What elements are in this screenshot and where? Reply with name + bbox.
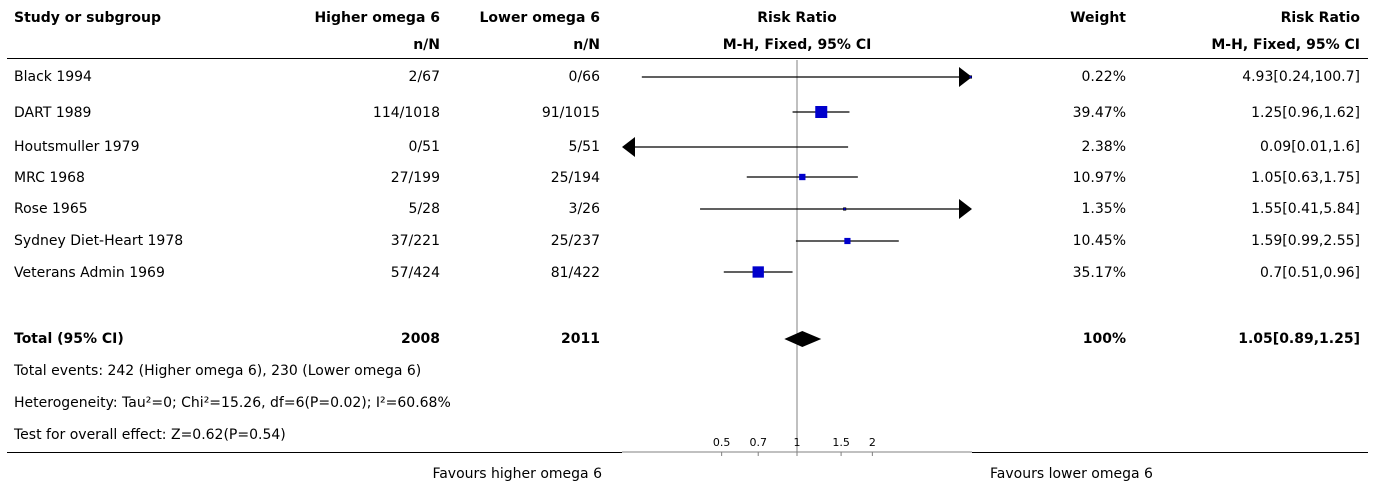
header-rr-text: Risk Ratio [1280, 10, 1360, 26]
header-ctrl-sub: n/N [573, 37, 600, 53]
header-rr-plot: Risk Ratio [757, 10, 837, 26]
study-name: Rose 1965 [14, 201, 88, 217]
study-weight: 10.45% [1072, 233, 1126, 249]
study-exp: 57/424 [390, 265, 440, 281]
study-weight: 35.17% [1072, 265, 1126, 281]
study-name: Sydney Diet-Heart 1978 [14, 233, 184, 249]
total-events: Total events: 242 (Higher omega 6), 230 … [14, 363, 422, 379]
heterogeneity: Heterogeneity: Tau²=0; Chi²=15.26, df=6(… [14, 395, 451, 411]
x-axis-tick-label: 0.5 [713, 436, 731, 449]
header-exp: Higher omega 6 [314, 10, 440, 26]
x-axis-tick-label: 1.5 [832, 436, 850, 449]
header-rule [7, 58, 1368, 59]
pooled-diamond [784, 331, 822, 347]
study-ctrl: 25/237 [550, 233, 600, 249]
ci-arrow-right [959, 67, 972, 87]
header-rr-plot-sub: M-H, Fixed, 95% CI [722, 37, 872, 53]
header-weight: Weight [1070, 10, 1126, 26]
study-ci-text: 1.59[0.99,2.55] [1251, 233, 1360, 249]
ci-arrow-left [622, 137, 635, 157]
study-ctrl: 25/194 [550, 170, 600, 186]
study-name: Black 1994 [14, 69, 92, 85]
study-ctrl: 81/422 [550, 265, 600, 281]
footer-rule-right [972, 452, 1368, 453]
study-weight: 2.38% [1081, 139, 1126, 155]
header-rr-text-sub: M-H, Fixed, 95% CI [1211, 37, 1360, 53]
study-ci-text: 0.09[0.01,1.6] [1260, 139, 1360, 155]
study-ctrl: 3/26 [568, 201, 600, 217]
study-ctrl: 5/51 [568, 139, 600, 155]
study-name: MRC 1968 [14, 170, 85, 186]
ci-arrow-right [959, 199, 972, 219]
study-exp: 37/221 [390, 233, 440, 249]
study-exp: 114/1018 [372, 105, 440, 121]
favours-left: Favours higher omega 6 [432, 466, 602, 482]
study-ci-text: 1.55[0.41,5.84] [1251, 201, 1360, 217]
study-ci-text: 1.25[0.96,1.62] [1251, 105, 1360, 121]
study-ci-text: 1.05[0.63,1.75] [1251, 170, 1360, 186]
study-weight: 39.47% [1072, 105, 1126, 121]
x-axis-tick-label: 1 [794, 436, 801, 449]
study-exp: 27/199 [390, 170, 440, 186]
header-exp-sub: n/N [413, 37, 440, 53]
study-ci-text: 0.7[0.51,0.96] [1260, 265, 1360, 281]
total-ci-text: 1.05[0.89,1.25] [1238, 331, 1360, 347]
study-weight: 10.97% [1072, 170, 1126, 186]
header-ctrl: Lower omega 6 [479, 10, 600, 26]
study-point [968, 75, 973, 79]
x-axis-tick-label: 0.7 [749, 436, 767, 449]
study-name: Veterans Admin 1969 [14, 265, 165, 281]
study-weight: 1.35% [1081, 201, 1126, 217]
study-point [815, 106, 828, 118]
study-point [843, 207, 847, 211]
study-exp: 2/67 [408, 69, 440, 85]
footer-rule-left [7, 452, 622, 453]
study-point [844, 237, 851, 245]
header-study: Study or subgroup [14, 10, 162, 26]
x-axis-tick-label: 2 [869, 436, 876, 449]
study-point [799, 173, 806, 181]
overall-effect: Test for overall effect: Z=0.62(P=0.54) [14, 427, 286, 443]
study-ctrl: 0/66 [568, 69, 600, 85]
study-ctrl: 91/1015 [541, 105, 600, 121]
study-weight: 0.22% [1081, 69, 1126, 85]
favours-right: Favours lower omega 6 [990, 466, 1153, 482]
study-name: Houtsmuller 1979 [14, 139, 140, 155]
study-exp: 5/28 [408, 201, 440, 217]
total-ctrl: 2011 [561, 331, 600, 347]
total-exp: 2008 [401, 331, 440, 347]
total-weight: 100% [1082, 331, 1126, 347]
total-name: Total (95% CI) [14, 331, 124, 347]
study-ci-text: 4.93[0.24,100.7] [1242, 69, 1360, 85]
study-name: DART 1989 [14, 105, 92, 121]
study-exp: 0/51 [408, 139, 440, 155]
study-point [752, 266, 764, 278]
